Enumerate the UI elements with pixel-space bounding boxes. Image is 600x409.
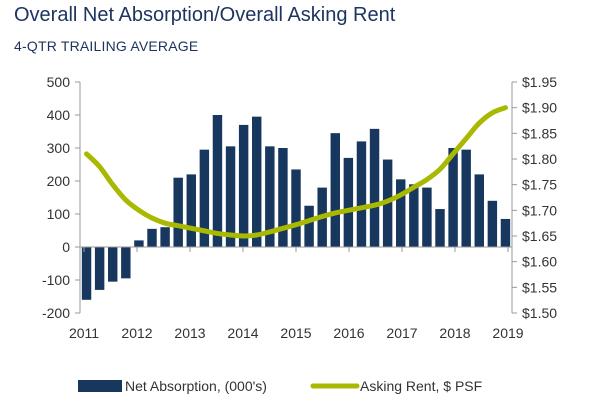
chart-title: Overall Net Absorption/Overall Asking Re…: [14, 4, 396, 26]
right-axis-tick-label: $1.75: [522, 177, 557, 193]
right-axis-tick-label: $1.50: [522, 305, 557, 321]
right-axis-tick-label: $1.95: [522, 74, 557, 90]
net-absorption-bar: [147, 228, 157, 247]
net-absorption-bar: [304, 205, 314, 247]
left-axis-tick-label: -100: [42, 272, 70, 288]
left-axis-tick-label: -200: [42, 305, 70, 321]
net-absorption-bar: [343, 157, 354, 247]
x-axis-tick-label: 2016: [333, 325, 364, 341]
right-axis-tick-label: $1.65: [522, 228, 557, 244]
right-axis-tick-label: $1.80: [522, 151, 557, 167]
x-axis-tick-label: 2019: [492, 325, 523, 341]
asking-rent-line: [84, 105, 508, 239]
net-absorption-bar: [278, 148, 288, 247]
net-absorption-bar: [81, 247, 92, 300]
net-absorption-bar: [173, 177, 183, 247]
net-absorption-bar: [134, 240, 144, 247]
left-axis: -200 -100 0 100 200 300 400 500: [42, 74, 81, 321]
net-absorption-bar: [435, 209, 445, 247]
x-axis-tick-label: 2012: [121, 325, 152, 341]
left-axis-tick-label: 0: [62, 239, 70, 255]
x-axis-tick-label: 2018: [439, 325, 470, 341]
net-absorption-bar: [186, 174, 196, 247]
net-absorption-bar: [212, 115, 223, 247]
net-absorption-bar: [252, 116, 262, 248]
left-axis-tick-label: 100: [47, 206, 71, 222]
x-axis-tick-label: 2017: [386, 325, 417, 341]
x-axis: 2011 2012 2013 2014 2015 2016 2017 2018 2019: [69, 246, 524, 341]
net-absorption-bar: [369, 128, 380, 247]
left-axis-tick-label: 200: [47, 173, 71, 189]
x-axis-tick-label: 2013: [174, 325, 205, 341]
right-axis-tick-label: $1.55: [522, 279, 557, 295]
net-absorption-bar: [396, 179, 406, 247]
chart-subtitle: 4-QTR TRAILING AVERAGE: [14, 38, 199, 54]
legend-swatch-net-absorption: [78, 380, 122, 392]
net-absorption-bar: [199, 149, 210, 247]
net-absorption-bar: [474, 174, 484, 247]
right-axis-tick-label: $1.85: [522, 125, 557, 141]
net-absorption-bar: [225, 146, 236, 247]
left-axis-tick-label: 500: [47, 74, 71, 90]
net-absorption-bar: [487, 200, 498, 247]
right-axis: $1.50 $1.55 $1.60 $1.65 $1.70 $1.75 $1.80 $1.85…: [511, 74, 557, 321]
net-absorption-bar: [500, 218, 511, 247]
right-axis-tick-label: $1.60: [522, 254, 557, 270]
net-absorption-bar: [94, 247, 105, 290]
net-absorption-bar: [108, 247, 118, 282]
x-axis-tick-label: 2015: [280, 325, 311, 341]
net-absorption-bar: [448, 148, 458, 247]
legend-label-asking-rent: Asking Rent, $ PSF: [360, 378, 482, 394]
net-absorption-bar: [160, 227, 170, 247]
net-absorption-bar: [265, 146, 275, 247]
x-axis-tick-label: 2011: [69, 325, 99, 341]
right-axis-tick-label: $1.70: [522, 202, 557, 218]
net-absorption-bar: [422, 187, 432, 247]
x-axis-tick-label: 2014: [227, 325, 258, 341]
left-axis-tick-label: 300: [47, 140, 71, 156]
bar-series: [81, 115, 511, 300]
line-series: [84, 105, 508, 239]
net-absorption-bar: [121, 247, 131, 279]
legend-label-net-absorption: Net Absorption, (000's): [125, 378, 267, 394]
net-absorption-bar: [409, 184, 419, 247]
legend: Net Absorption, (000's) Asking Rent, $ P…: [78, 378, 482, 394]
net-absorption-bar: [238, 124, 249, 247]
net-absorption-bar: [461, 149, 471, 247]
net-absorption-bar: [356, 141, 367, 247]
left-axis-tick-label: 400: [47, 107, 71, 123]
net-absorption-bar: [330, 133, 340, 247]
right-axis-tick-label: $1.90: [522, 100, 557, 116]
net-absorption-bar: [291, 169, 301, 247]
